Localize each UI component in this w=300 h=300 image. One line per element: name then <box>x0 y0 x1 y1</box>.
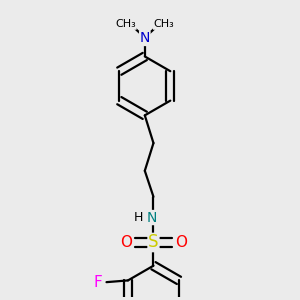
Text: F: F <box>93 275 102 290</box>
Text: CH₃: CH₃ <box>154 19 174 29</box>
Text: CH₃: CH₃ <box>116 19 136 29</box>
Text: O: O <box>120 235 132 250</box>
Text: N: N <box>140 32 150 46</box>
Text: H: H <box>134 211 144 224</box>
Text: O: O <box>175 235 187 250</box>
Text: N: N <box>146 211 157 224</box>
Text: S: S <box>148 233 159 251</box>
